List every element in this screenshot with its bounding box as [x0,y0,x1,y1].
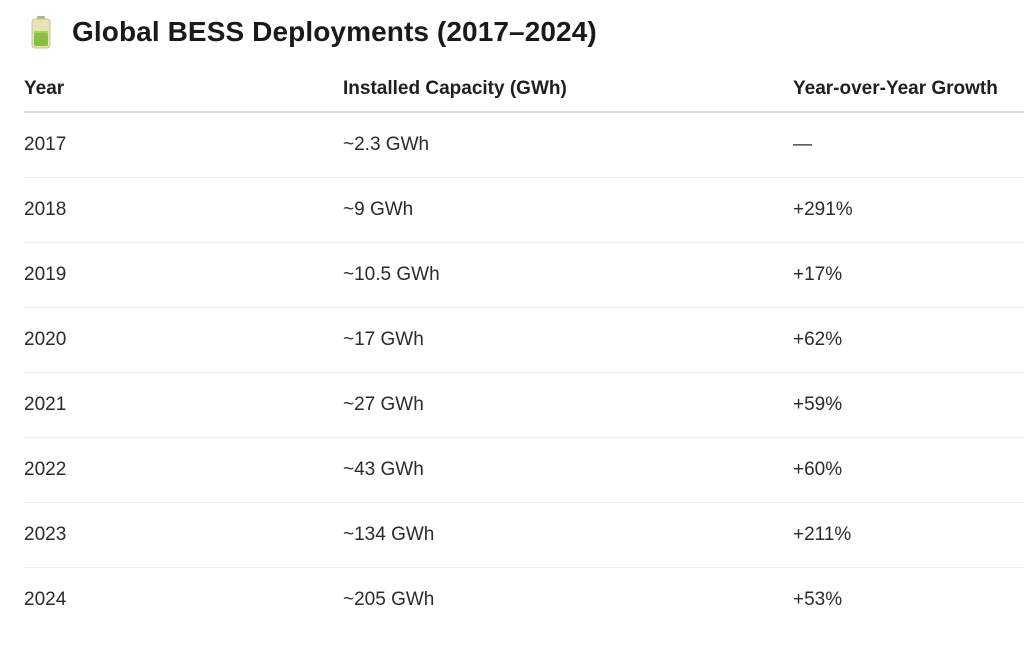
cell-capacity: ~2.3 GWh [343,112,793,178]
cell-capacity: ~10.5 GWh [343,242,793,308]
cell-year: 2019 [24,242,343,308]
cell-capacity: ~43 GWh [343,437,793,503]
cell-growth: +211% [793,502,1024,568]
cell-capacity: ~27 GWh [343,372,793,438]
page-title: Global BESS Deployments (2017–2024) [72,16,597,47]
table-header-row: Year Installed Capacity (GWh) Year-over-… [24,66,1024,113]
column-header-year: Year [24,66,343,113]
cell-growth: — [793,112,1024,178]
cell-year: 2021 [24,372,343,438]
column-header-growth: Year-over-Year Growth [793,66,1024,113]
cell-year: 2018 [24,177,343,243]
cell-growth: +60% [793,437,1024,503]
cell-capacity: ~205 GWh [343,589,435,610]
table-row: 2023 ~134 GWh +211% [24,502,1024,568]
battery-icon [30,12,52,52]
table-row: 2021 ~27 GWh +59% [24,372,1024,438]
cell-year: 2020 [24,307,343,373]
column-header-capacity: Installed Capacity (GWh) [343,66,793,113]
table-row: 2018 ~9 GWh +291% [24,177,1024,243]
cell-year: 2017 [24,112,343,178]
table-row: 2022 ~43 GWh +60% [24,437,1024,503]
cell-growth: +59% [793,372,1024,438]
page-heading: Global BESS Deployments (2017–2024) [30,12,597,52]
table-row: 2017 ~2.3 GWh — [24,112,1024,178]
cell-capacity: ~9 GWh [343,177,793,243]
cell-capacity: ~134 GWh [343,502,793,568]
cell-growth: +291% [793,177,1024,243]
table-row: 2024 ~205 GWh +53% [24,568,1024,633]
cell-growth: +53% [793,589,843,610]
cell-capacity: ~17 GWh [343,307,793,373]
table-row: 2019 ~10.5 GWh +17% [24,242,1024,308]
cell-year: 2022 [24,437,343,503]
cell-year: 2023 [24,502,343,568]
cell-year: 2024 [24,589,67,610]
cell-growth: +17% [793,242,1024,308]
cell-growth: +62% [793,307,1024,373]
table-row: 2020 ~17 GWh +62% [24,307,1024,373]
deployments-table: Year Installed Capacity (GWh) Year-over-… [24,66,1024,632]
